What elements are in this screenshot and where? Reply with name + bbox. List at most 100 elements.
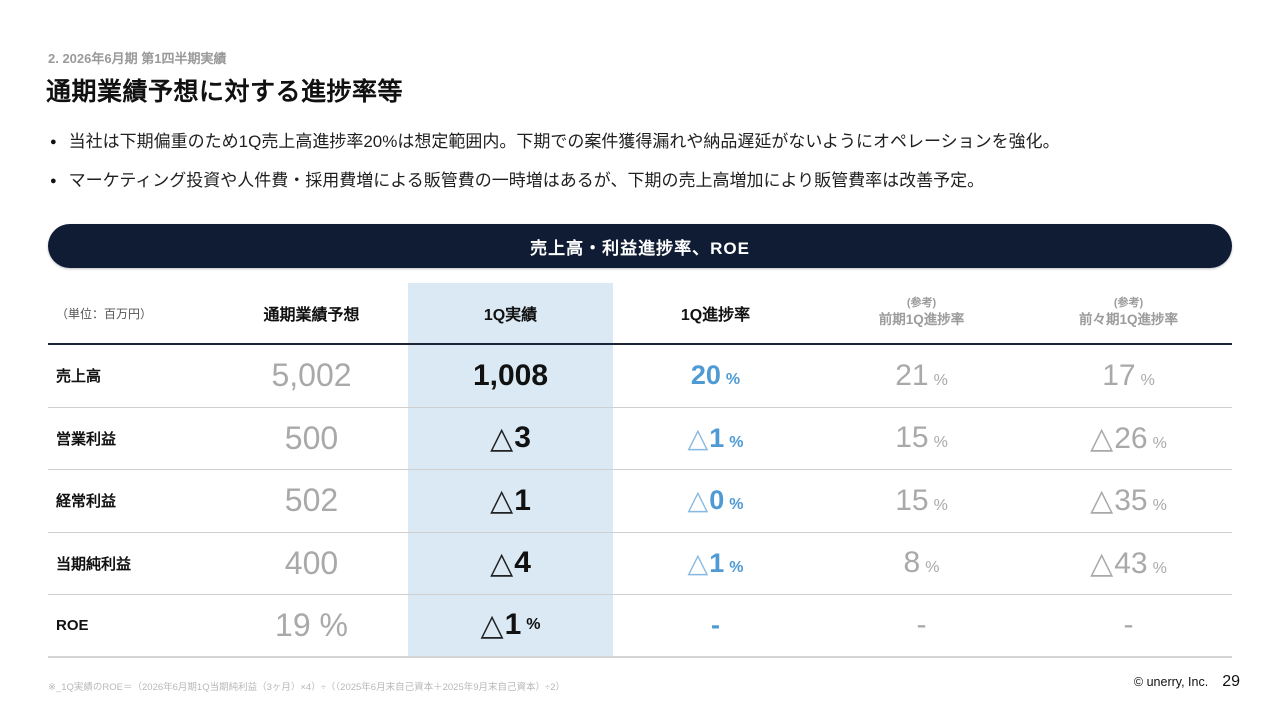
cell-value: 400 [284, 544, 339, 581]
cell-value: - [1123, 608, 1134, 642]
cell-value: 1 [709, 547, 725, 578]
cell-value: - [916, 608, 927, 642]
column-header-prev: (参考) 前期1Q進捗率 [818, 296, 1025, 329]
percent-suffix: % [1152, 434, 1167, 452]
column-header-prev2: (参考) 前々期1Q進捗率 [1025, 296, 1232, 329]
table-row: 経常利益 502 △ 1 △0% 15% △35% [48, 470, 1232, 533]
triangle-negative-mark: △ [490, 421, 514, 455]
cell-actual: △ 1% [408, 595, 613, 656]
cell-prev: 15% [818, 484, 1025, 518]
section-eyebrow: 2. 2026年6月期 第1四半期実績 [48, 51, 227, 66]
cell-value: 8 [903, 546, 921, 580]
bullet-list: ● 当社は下期偏重のため1Q売上高進捗率20%は想定範囲内。下期での案件獲得漏れ… [50, 130, 1060, 207]
reference-note: (参考) [1113, 297, 1144, 310]
cell-progress: - [613, 610, 818, 641]
triangle-negative-mark: △ [480, 608, 504, 642]
triangle-negative-mark: △ [490, 546, 514, 580]
results-table: （単位：百万円） 通期業績予想 1Q実績 1Q進捗率 (参考) 前期1Q進捗率 … [48, 283, 1232, 658]
percent-suffix: % [725, 371, 741, 389]
roe-footnote: ※_1Q実績のROE＝（2026年6月期1Q当期純利益（3ヶ月）×4）÷（（20… [48, 682, 566, 693]
copyright-text: © unerry, Inc. [1133, 675, 1209, 689]
row-label: 売上高 [56, 368, 102, 386]
bullet-text: 当社は下期偏重のため1Q売上高進捗率20%は想定範囲内。下期での案件獲得漏れや納… [68, 132, 1060, 151]
cell-value: 26 [1114, 421, 1148, 455]
percent-suffix: % [925, 559, 940, 577]
cell-value: 35 [1114, 484, 1148, 518]
row-label: 営業利益 [56, 430, 117, 448]
cell-value: 17 [1102, 358, 1136, 392]
cell-progress: △1% [613, 548, 818, 579]
cell-forecast: 400 [215, 545, 408, 582]
triangle-negative-mark: △ [1090, 484, 1114, 518]
cell-value: 20 [690, 360, 721, 391]
table-header-row: （単位：百万円） 通期業績予想 1Q実績 1Q進捗率 (参考) 前期1Q進捗率 … [48, 283, 1232, 345]
cell-actual: △ 3 [408, 407, 613, 469]
table-row: 売上高 5,002 1,008 20% 21% 17% [48, 345, 1232, 408]
cell-value: 5,002 [271, 357, 352, 394]
table-row: 営業利益 500 △ 3 △1% 15% △26% [48, 407, 1232, 470]
bullet-icon: ● [50, 174, 57, 187]
table-rows: 売上高 5,002 1,008 20% 21% 17% 営業利益 500 △ 3 △1% 15% △26… [48, 345, 1232, 658]
cell-progress: △1% [613, 423, 818, 454]
triangle-negative-mark: △ [687, 547, 709, 578]
table-row: 当期純利益 400 △ 4 △1% 8% △43% [48, 532, 1232, 595]
cell-forecast: 502 [215, 482, 408, 519]
triangle-negative-mark: △ [1090, 421, 1114, 455]
cell-value: 4 [514, 546, 531, 580]
cell-prev: 21% [818, 359, 1025, 393]
column-header-forecast: 通期業績予想 [263, 307, 360, 324]
reference-note: (参考) [906, 297, 937, 310]
bullet-item: ● マーケティング投資や人件費・採用費増による販管費の一時増はあるが、下期の売上… [50, 169, 1060, 194]
cell-value: 0 [709, 485, 725, 516]
cell-value: 19 % [275, 606, 348, 643]
cell-forecast: 500 [215, 420, 408, 457]
column-header-actual: 1Q実績 [408, 283, 613, 343]
cell-value: 1 [514, 483, 531, 517]
cell-prev2: 17% [1025, 359, 1232, 393]
unit-label: （単位：百万円） [56, 306, 153, 321]
page-title: 通期業績予想に対する進捗率等 [46, 78, 404, 106]
row-label: 当期純利益 [56, 555, 132, 573]
cell-prev2: △35% [1025, 483, 1232, 518]
row-label: 経常利益 [56, 493, 117, 511]
percent-suffix: % [933, 434, 948, 452]
section-banner: 売上高・利益進捗率、ROE [48, 224, 1232, 268]
bullet-icon: ● [50, 136, 57, 148]
cell-value: 21 [895, 358, 929, 392]
table-row: ROE 19 % △ 1% - - - [48, 595, 1232, 658]
page-number: 29 [1222, 673, 1240, 690]
cell-value: 502 [284, 482, 339, 519]
cell-progress: 20% [613, 360, 818, 391]
cell-prev: 15% [818, 421, 1025, 455]
cell-prev: - [818, 608, 1025, 642]
cell-value: 15 [895, 483, 929, 517]
percent-suffix: % [933, 496, 948, 514]
percent-suffix: % [729, 433, 744, 451]
cell-actual: △ 1 [408, 470, 613, 532]
cell-value: 1 [504, 608, 522, 642]
bullet-item: ● 当社は下期偏重のため1Q売上高進捗率20%は想定範囲内。下期での案件獲得漏れ… [50, 130, 1060, 155]
cell-value: 43 [1114, 546, 1148, 580]
percent-suffix: % [526, 616, 541, 634]
slide-footer: © unerry, Inc. 29 [1134, 673, 1240, 691]
triangle-negative-mark: △ [1090, 546, 1114, 580]
triangle-negative-mark: △ [687, 422, 709, 453]
percent-suffix: % [729, 496, 744, 514]
percent-suffix: % [729, 558, 744, 576]
cell-prev2: △26% [1025, 421, 1232, 456]
section-banner-label: 売上高・利益進捗率、ROE [530, 238, 750, 258]
cell-value: 1,008 [472, 358, 549, 392]
cell-value: - [711, 609, 720, 640]
cell-value: 500 [284, 419, 339, 456]
cell-actual: 1,008 [408, 345, 613, 407]
cell-actual: △ 4 [408, 532, 613, 594]
percent-suffix: % [1152, 497, 1167, 515]
cell-forecast: 19 % [215, 607, 408, 644]
percent-suffix: % [1140, 371, 1155, 389]
row-label: ROE [56, 616, 89, 634]
triangle-negative-mark: △ [687, 485, 709, 516]
cell-value: 1 [709, 422, 725, 453]
percent-suffix: % [1152, 559, 1167, 577]
triangle-negative-mark: △ [490, 484, 514, 518]
bullet-text: マーケティング投資や人件費・採用費増による販管費の一時増はあるが、下期の売上高増… [68, 170, 985, 190]
